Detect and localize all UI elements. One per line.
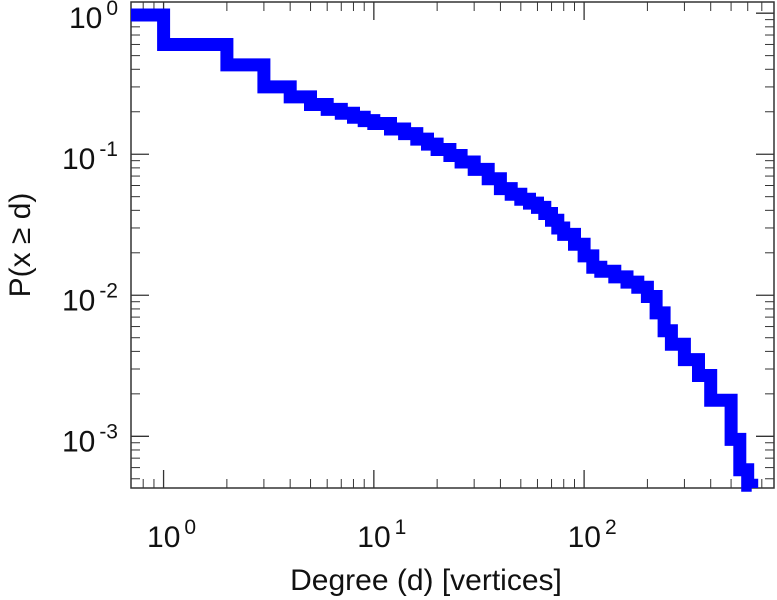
major-ticks — [131, 2, 774, 488]
y-tick-label: 10 -1 — [62, 138, 118, 176]
x-tick-label: 10 2 — [568, 516, 617, 554]
plot-frame — [130, 1, 775, 489]
y-tick-label: 10 -2 — [62, 279, 118, 317]
y-tick-label: 10 0 — [69, 0, 118, 35]
x-axis-label: Degree (d) [vertices] — [290, 564, 562, 597]
y-axis-label: P(x ≥ d) — [4, 193, 37, 298]
series-line — [131, 8, 759, 492]
x-tick-label: 10 0 — [147, 516, 196, 554]
y-tick-label: 10 -3 — [62, 420, 118, 458]
x-tick-label: 10 1 — [357, 516, 406, 554]
minor-ticks — [130, 2, 774, 488]
x-tick-labels: 10 0 10 1 10 2 — [147, 516, 617, 554]
